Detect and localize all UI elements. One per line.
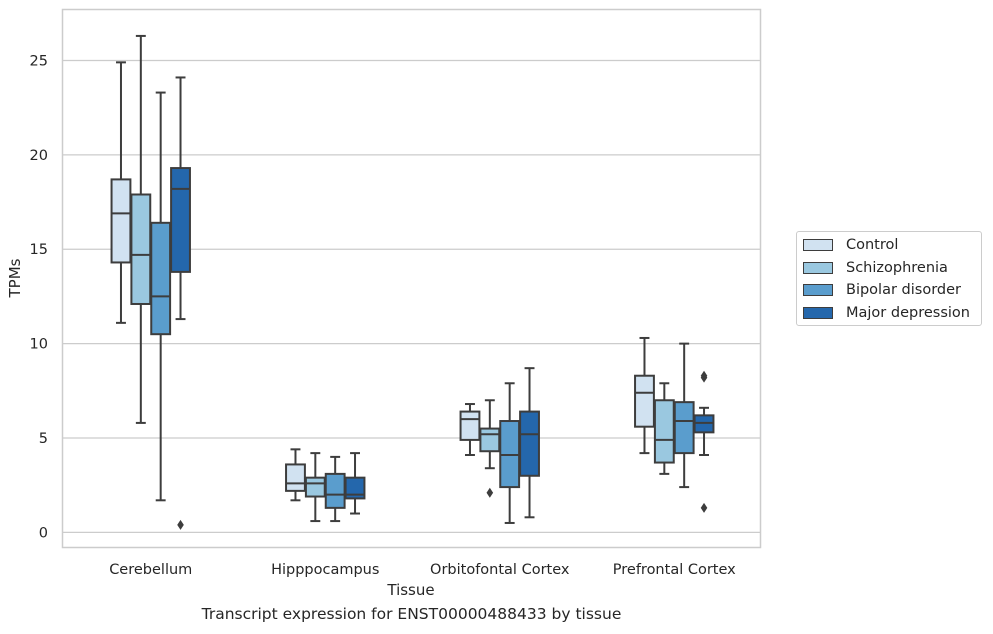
box-iqr xyxy=(110,178,132,264)
x-tick-label: Cerebellum xyxy=(109,562,192,578)
box-iqr xyxy=(344,476,366,500)
box-iqr xyxy=(150,221,172,336)
box-iqr xyxy=(285,463,306,492)
box-3-3 xyxy=(693,370,715,513)
box-1-1 xyxy=(304,452,326,523)
box-2-0 xyxy=(459,403,481,457)
y-tick-label: 25 xyxy=(30,53,48,69)
x-tick-label: Orbitofontal Cortex xyxy=(430,562,570,578)
legend-item: Major depression xyxy=(803,303,970,323)
legend-swatch xyxy=(803,239,833,251)
box-iqr xyxy=(634,374,655,428)
y-tick-label: 10 xyxy=(30,337,48,353)
box-0-2 xyxy=(150,91,172,502)
box-iqr xyxy=(304,476,326,498)
outlier-point xyxy=(486,487,494,498)
figure-caption: Transcript expression for ENST0000048843… xyxy=(201,605,622,623)
boxes xyxy=(110,34,715,530)
legend-swatch xyxy=(803,307,833,319)
box-2-1 xyxy=(479,399,501,498)
legend-label-control: Control xyxy=(846,237,899,253)
outlier-point xyxy=(700,502,708,513)
legend-label-major-depression: Major depression xyxy=(846,305,970,321)
box-iqr xyxy=(130,193,152,305)
box-iqr xyxy=(519,410,540,477)
legend-item: Control xyxy=(803,235,898,255)
y-tick-labels: 0 5 10 15 20 25 xyxy=(30,53,48,541)
legend-swatch xyxy=(803,262,833,274)
x-tick-labels: Cerebellum Hipppocampus Orbitofontal Corte… xyxy=(109,562,736,578)
box-1-2 xyxy=(324,455,346,523)
box-3-2 xyxy=(673,342,695,489)
box-1-3 xyxy=(344,452,366,515)
box-1-0 xyxy=(285,448,306,502)
box-iqr xyxy=(653,399,675,464)
legend-item: Schizophrenia xyxy=(803,258,948,278)
box-2-3 xyxy=(519,367,540,519)
outlier-point xyxy=(700,372,708,383)
legend-swatch xyxy=(803,284,833,296)
box-0-0 xyxy=(110,61,132,324)
box-iqr xyxy=(479,427,501,453)
legend-item: Bipolar disorder xyxy=(803,280,961,300)
y-axis-label: TPMs xyxy=(6,258,24,298)
legend-label-bipolar-disorder: Bipolar disorder xyxy=(846,282,961,298)
y-tick-label: 0 xyxy=(39,525,48,541)
box-2-2 xyxy=(499,382,521,524)
box-0-3 xyxy=(170,76,191,530)
outlier-point xyxy=(177,519,184,530)
y-tick-label: 15 xyxy=(30,242,48,258)
y-tick-label: 5 xyxy=(39,431,48,447)
box-3-1 xyxy=(653,382,675,475)
box-iqr xyxy=(170,167,191,273)
box-iqr xyxy=(324,472,346,509)
x-tick-label: Prefrontal Cortex xyxy=(613,562,736,578)
box-iqr xyxy=(459,410,481,441)
x-axis-label: Tissue xyxy=(386,581,434,599)
plot-area-frame xyxy=(61,8,762,549)
box-iqr xyxy=(673,401,695,455)
box-3-0 xyxy=(634,336,655,455)
x-tick-label: Hipppocampus xyxy=(271,562,379,578)
y-tick-label: 20 xyxy=(30,148,48,164)
box-0-1 xyxy=(130,34,152,424)
legend-label-schizophrenia: Schizophrenia xyxy=(846,260,948,276)
legend: Control Schizophrenia Bipolar disorder M… xyxy=(796,231,982,326)
